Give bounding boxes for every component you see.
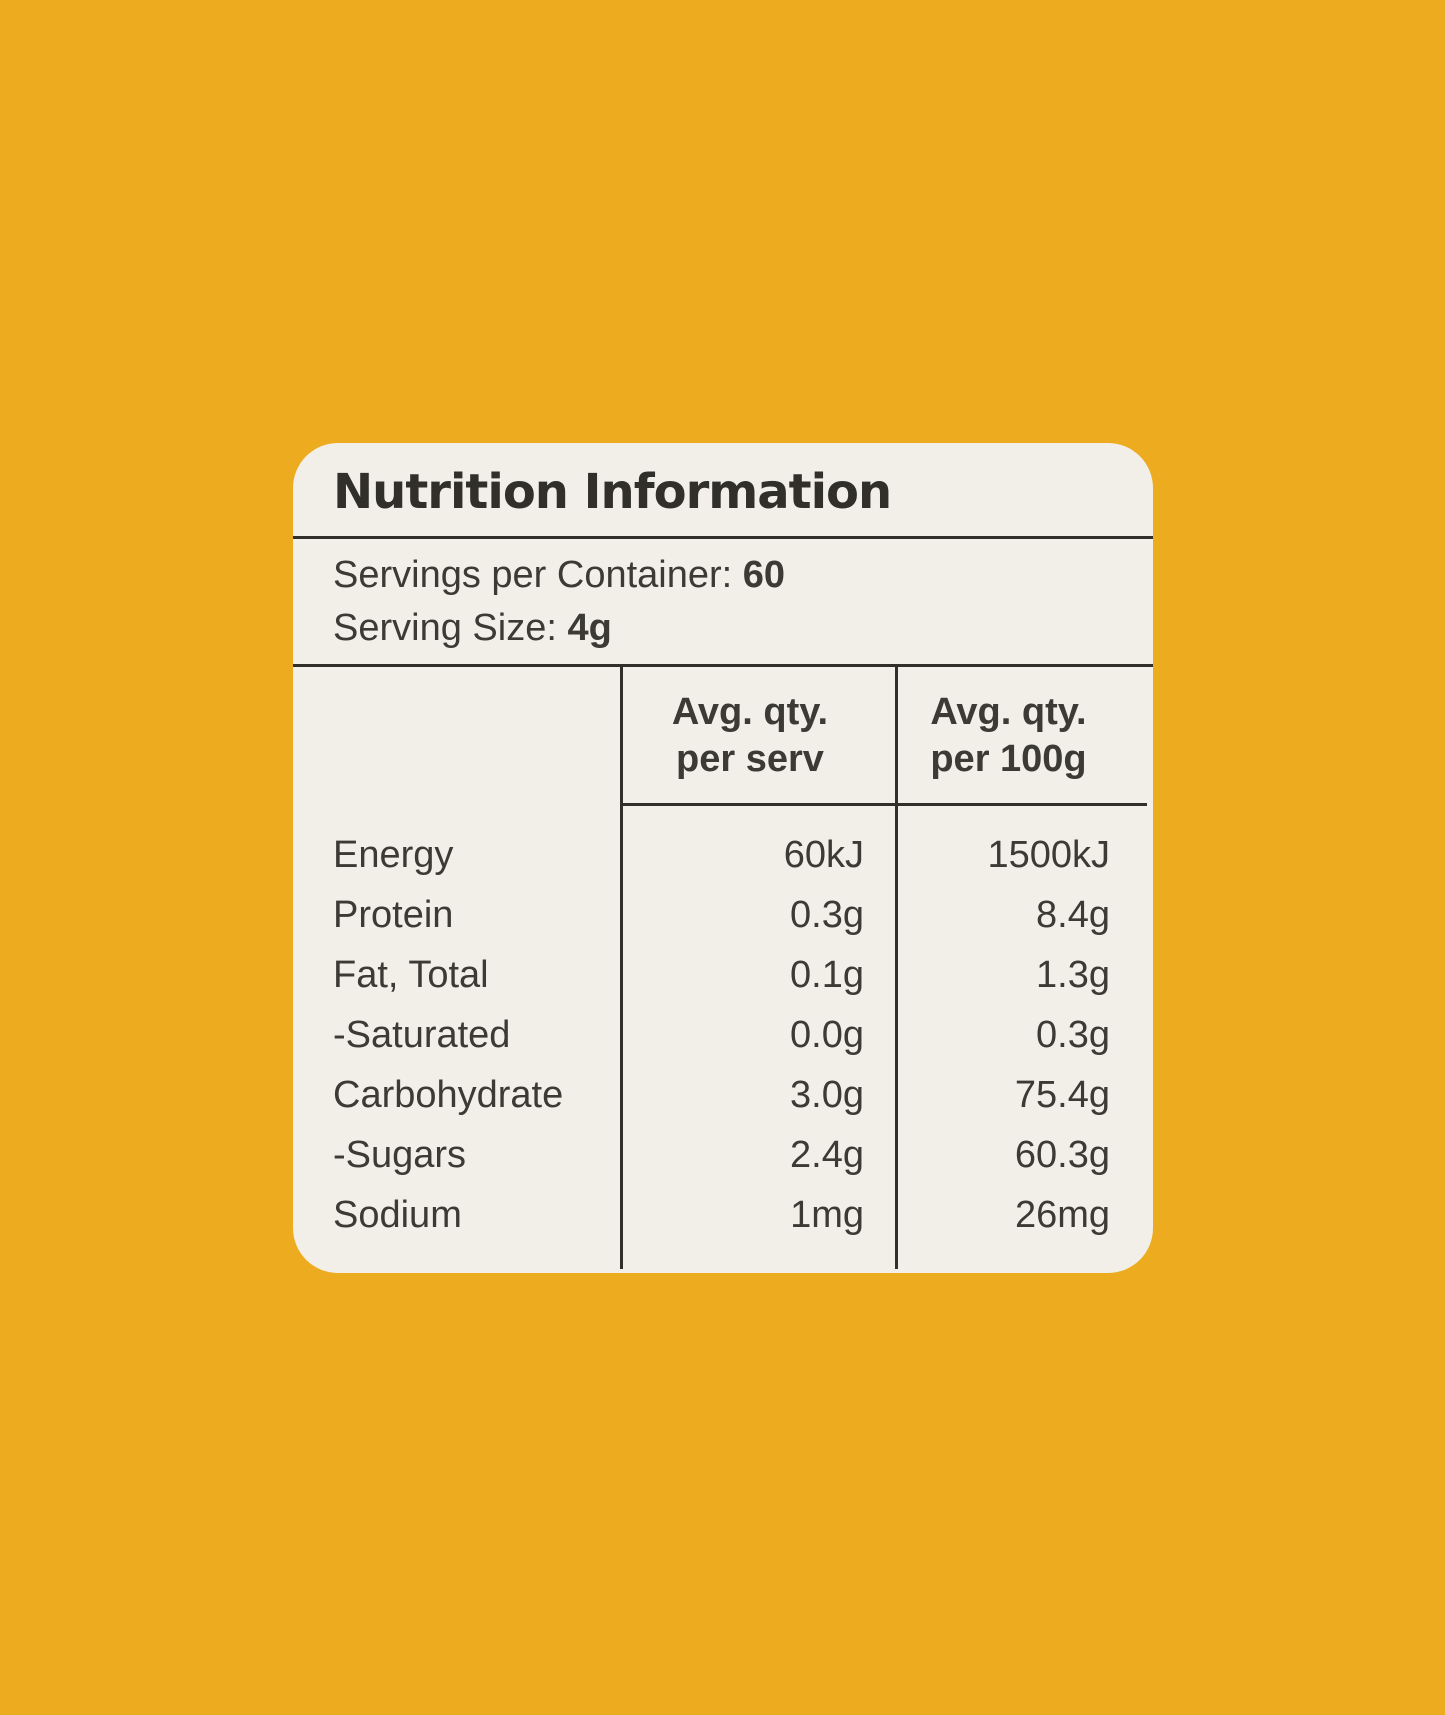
nutrition-title: Nutrition Information <box>333 464 892 520</box>
column-header-per-100g: Avg. qty. per 100g <box>930 691 1087 780</box>
title-divider <box>293 536 1153 539</box>
serving-info: Servings per Container: 60 Serving Size:… <box>333 549 785 655</box>
nutrient-name: Carbohydrate <box>333 1073 564 1116</box>
serving-size-label: Serving Size: <box>333 607 557 649</box>
column-header-per-serv: Avg. qty. per serv <box>671 691 829 780</box>
nutrient-name: -Saturated <box>333 1013 511 1056</box>
table-row: Protein 0.3g 8.4g <box>293 885 1153 945</box>
value-per-serv: 0.0g <box>790 1013 864 1056</box>
nutrient-name: Protein <box>333 893 454 936</box>
value-per-100g: 26mg <box>1014 1193 1110 1236</box>
nutrient-name: Energy <box>333 833 454 876</box>
value-per-100g: 0.3g <box>1036 1013 1110 1056</box>
servings-per-container-value: 60 <box>742 554 786 596</box>
servings-per-container-label: Servings per Container: <box>333 554 733 596</box>
nutrient-name: Sodium <box>333 1193 462 1236</box>
table-row: Carbohydrate 3.0g 75.4g <box>293 1065 1153 1125</box>
value-per-serv: 1mg <box>790 1193 864 1236</box>
nutrition-label-card: Nutrition Information Servings per Conta… <box>293 443 1153 1273</box>
table-rows: Energy 60kJ 1500kJ Protein 0.3g 8.4g Fat… <box>293 825 1153 1245</box>
servings-per-container-line: Servings per Container: 60 <box>333 549 785 602</box>
header-underline <box>620 803 1147 806</box>
value-per-100g: 60.3g <box>1014 1133 1110 1176</box>
value-per-serv: 0.3g <box>790 893 864 936</box>
value-per-serv: 60kJ <box>783 833 864 876</box>
value-per-100g: 1500kJ <box>987 833 1110 876</box>
value-per-100g: 8.4g <box>1036 893 1110 936</box>
table-row: Energy 60kJ 1500kJ <box>293 825 1153 885</box>
value-per-serv: 2.4g <box>790 1133 864 1176</box>
value-per-serv: 3.0g <box>790 1073 864 1116</box>
table-row: -Sugars 2.4g 60.3g <box>293 1125 1153 1185</box>
value-per-100g: 1.3g <box>1036 953 1110 996</box>
nutrition-table: Avg. qty. per serv Avg. qty. per 100g En… <box>293 667 1153 1273</box>
column-divider-2 <box>895 667 898 1269</box>
value-per-100g: 75.4g <box>1014 1073 1110 1116</box>
table-top-divider <box>293 664 1153 667</box>
serving-size-value: 4g <box>567 607 612 649</box>
nutrient-name: -Sugars <box>333 1133 467 1176</box>
nutrient-name: Fat, Total <box>333 953 489 996</box>
column-divider-1 <box>620 667 623 1269</box>
table-row: Fat, Total 0.1g 1.3g <box>293 945 1153 1005</box>
table-row: Sodium 1mg 26mg <box>293 1185 1153 1245</box>
table-row: -Saturated 0.0g 0.3g <box>293 1005 1153 1065</box>
value-per-serv: 0.1g <box>790 953 864 996</box>
serving-size-line: Serving Size: 4g <box>333 602 785 655</box>
